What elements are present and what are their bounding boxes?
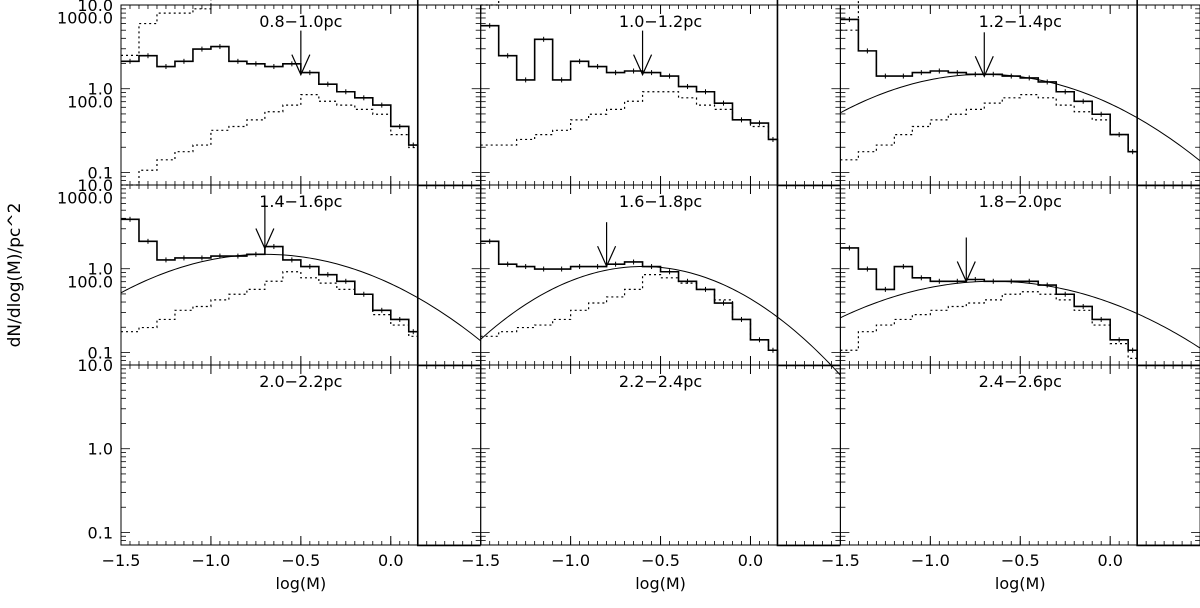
fit-curve	[120, 253, 482, 342]
y-tick-label: 1000.0	[57, 189, 113, 208]
fit-curve	[480, 266, 841, 376]
y-tick-label: 1.0	[88, 80, 113, 99]
x-axis-label: log(M)	[995, 574, 1046, 593]
x-tick-label: −1.0	[191, 551, 230, 570]
y-tick-label: 0.1	[88, 163, 113, 182]
panel-frame	[120, 364, 482, 546]
panel-frame	[120, 184, 482, 366]
x-tick-label: −1.5	[461, 551, 500, 570]
panel-frame	[839, 4, 1200, 186]
panel-frame	[839, 364, 1200, 546]
panel-3: 1.2−1.4pc	[839, 0, 1200, 187]
y-tick-label: 0.1	[88, 343, 113, 362]
x-tick-label: −1.5	[102, 551, 141, 570]
panel-label: 2.0−2.2pc	[259, 372, 342, 391]
solid-histogram	[121, 45, 481, 367]
x-tick-label: 0.0	[378, 551, 403, 570]
x-tick-label: −1.5	[821, 551, 860, 570]
dotted-histogram	[480, 0, 500, 6]
peak-arrow-head	[255, 228, 275, 250]
fit-curve	[840, 73, 1200, 162]
panel-label: 2.4−2.6pc	[979, 372, 1062, 391]
panel-label: 0.8−1.0pc	[259, 12, 342, 31]
peak-arrow-head	[974, 56, 994, 78]
solid-histogram	[840, 247, 1200, 547]
panel-5: 1.6−1.8pc	[480, 23, 841, 367]
y-tick-label: 1000.0	[57, 9, 113, 28]
x-tick-label: 0.0	[738, 551, 763, 570]
peak-arrow-head	[956, 261, 976, 283]
x-tick-label: −0.5	[281, 551, 320, 570]
y-tick-label: 0.1	[88, 523, 113, 542]
x-axis-label: log(M)	[276, 574, 327, 593]
peak-arrow-head	[597, 245, 617, 268]
x-tick-label: −1.0	[911, 551, 950, 570]
y-tick-label: 1.0	[88, 260, 113, 279]
panel-7: 2.0−2.2pc 0.1 1.0 10.0 100.0 1000.0 −1.5 −1.0 −0…	[57, 189, 482, 593]
peak-arrow-head	[633, 54, 653, 77]
panel-2: 1.0−1.2pc	[480, 0, 841, 187]
panel-label: 1.2−1.4pc	[979, 12, 1062, 31]
panel-8: 2.2−2.4pc −1.5 −1.0 −0.5 0.0 log(M)	[461, 222, 841, 593]
dotted-histogram	[121, 271, 418, 337]
panel-4: 1.4−1.6pc 0.1 1.0 10.0 100.0 1000.0	[57, 9, 482, 367]
y-tick-label: 1.0	[88, 440, 113, 459]
y-tick-label: 100.0	[67, 92, 113, 111]
panel-label: 2.2−2.4pc	[619, 372, 702, 391]
y-tick-label: 10.0	[77, 0, 113, 15]
y-tick-label: 10.0	[77, 356, 113, 375]
y-tick-label: 100.0	[67, 272, 113, 291]
panel-label: 1.6−1.8pc	[619, 192, 702, 211]
y-tick-label: 10.0	[77, 176, 113, 195]
panel-label: 1.8−2.0pc	[979, 192, 1062, 211]
panel-label: 1.4−1.6pc	[259, 192, 342, 211]
fit-curve	[840, 280, 1200, 349]
solid-histogram	[480, 240, 841, 547]
x-tick-label: −0.5	[1001, 551, 1040, 570]
panel-frame	[480, 4, 841, 186]
y-axis-label-container: dN/dlog(M)/pc^2	[0, 0, 30, 550]
dotted-histogram	[840, 291, 1138, 359]
panel-label: 1.0−1.2pc	[619, 12, 702, 31]
x-axis-label: log(M)	[635, 574, 686, 593]
peak-arrow-head	[291, 54, 311, 77]
panel-6: 1.8−2.0pc	[839, 16, 1200, 367]
panel-frame	[480, 364, 841, 546]
x-tick-label: 0.0	[1097, 551, 1122, 570]
panel-9: 2.4−2.6pc −1.5 −1.0 −0.5 0.0 log(M)	[821, 237, 1200, 593]
y-axis-label: dN/dlog(M)/pc^2	[5, 202, 25, 348]
x-tick-label: −1.0	[551, 551, 590, 570]
dotted-histogram	[121, 94, 418, 186]
x-tick-label: −0.5	[641, 551, 680, 570]
